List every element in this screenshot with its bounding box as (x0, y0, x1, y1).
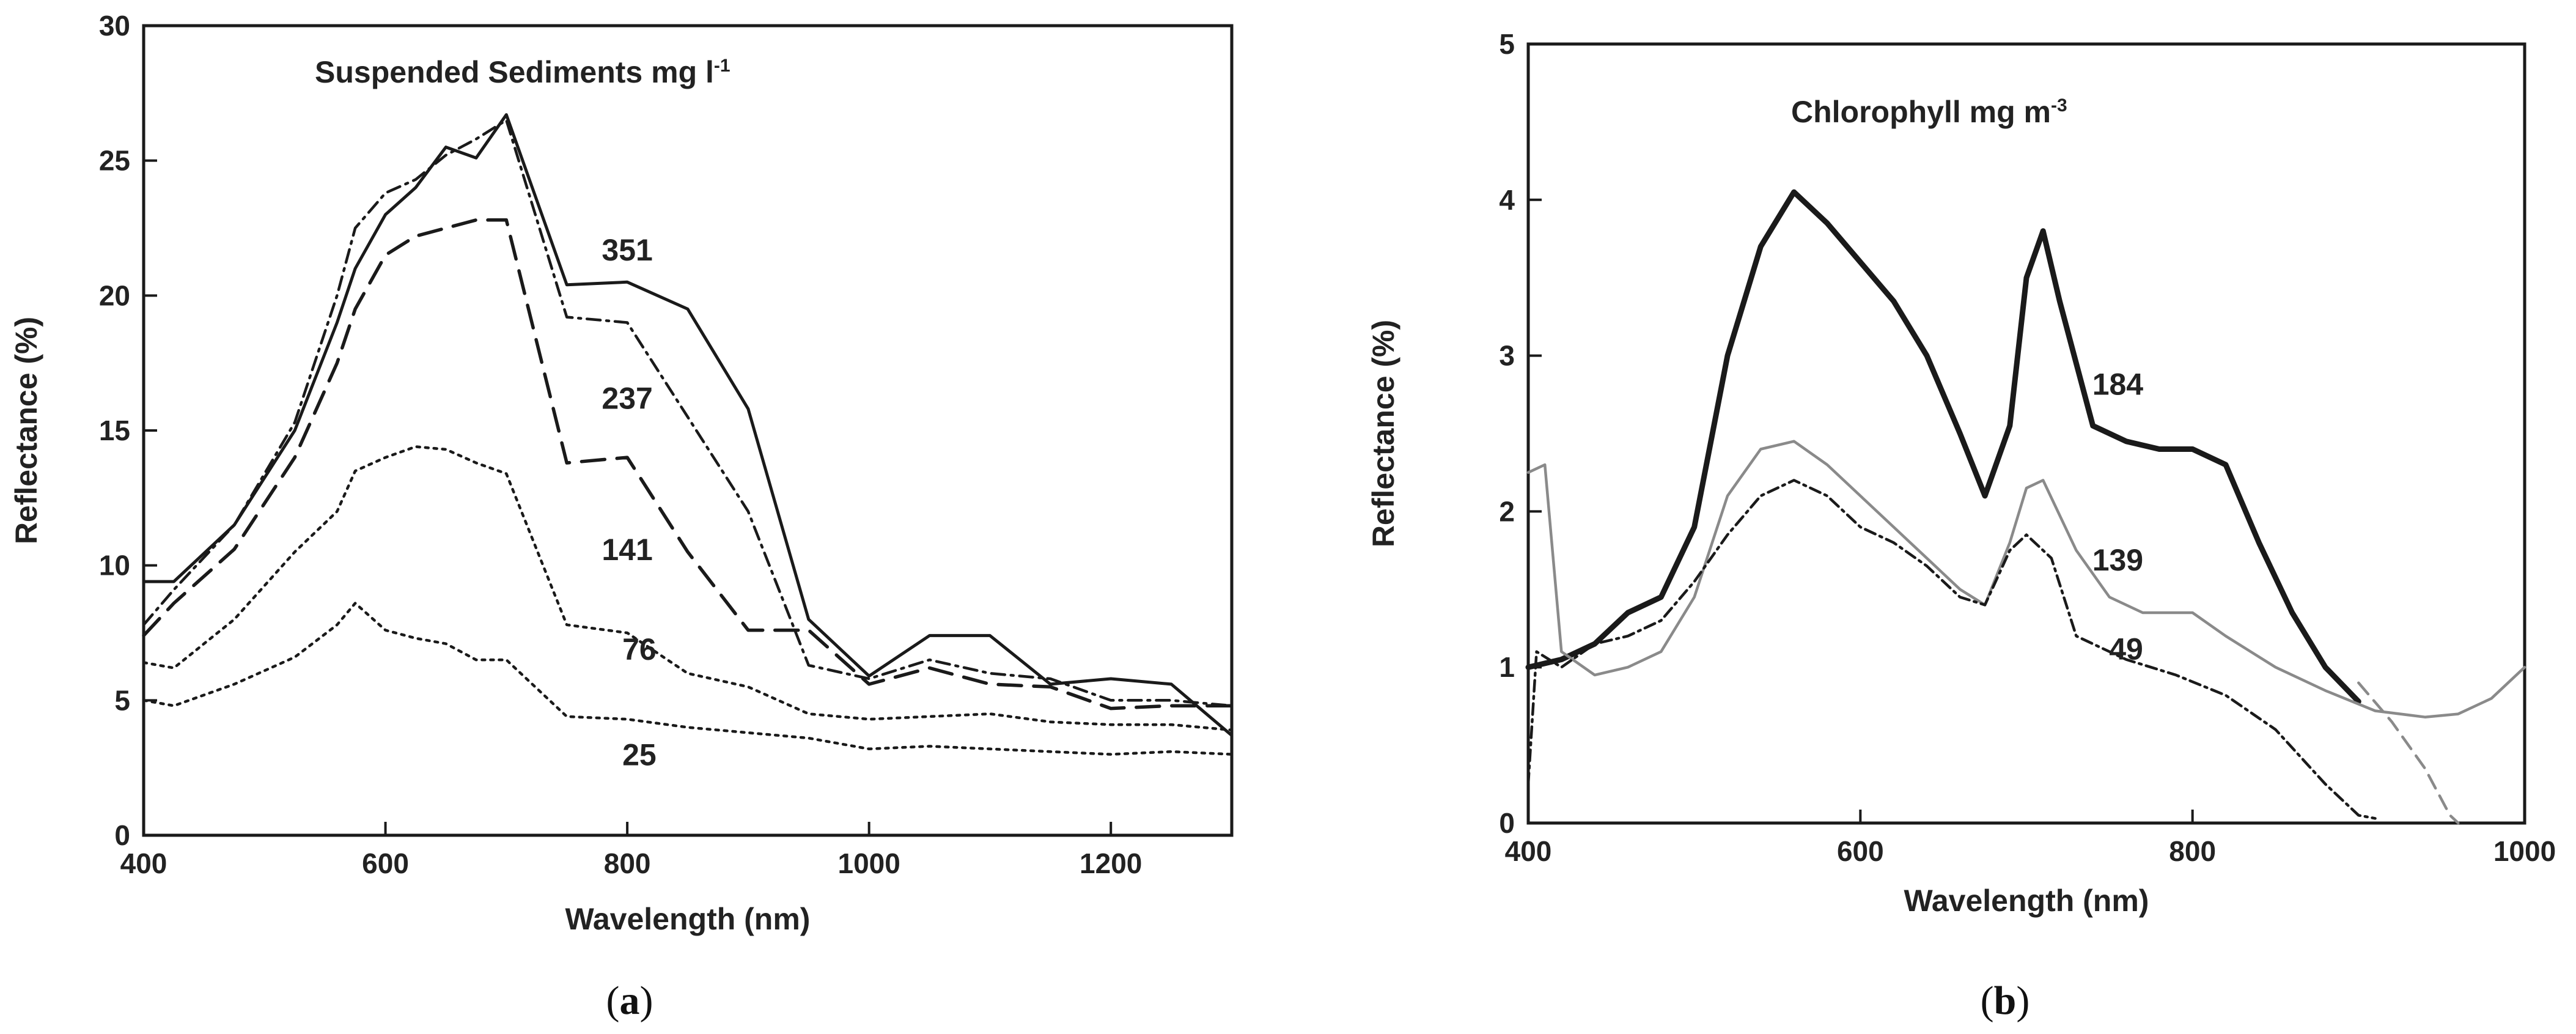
y-axis-title-a: Reflectance (%) (9, 317, 43, 544)
plot-frame-b (1526, 42, 2526, 825)
series-line-49 (1526, 479, 2377, 820)
y-tick-label: 0 (114, 819, 130, 851)
y-tick-label: 1 (1499, 651, 1515, 683)
axis-ticks-a: 400 600 800 1000 1200 0 5 10 15 20 25 30 (99, 10, 1143, 879)
series-label: 184 (2092, 367, 2144, 401)
y-tick-label: 5 (1499, 28, 1515, 60)
series-label: 139 (2092, 543, 2143, 577)
y-tick-label: 25 (99, 145, 130, 177)
y-axis-title-b: Reflectance (%) (1366, 320, 1400, 547)
x-tick-label: 1000 (837, 848, 900, 879)
series-label: 76 (622, 632, 657, 667)
series-line-184 (1525, 189, 2361, 704)
series-label: 351 (602, 233, 652, 267)
x-tick-label: 800 (2169, 835, 2216, 867)
series-line-extension (2357, 681, 2460, 825)
y-tick-label: 30 (99, 10, 130, 42)
x-tick-label: 1200 (1080, 848, 1142, 879)
chart-title-a: Suspended Sediments mg l-1 (315, 55, 730, 89)
y-tick-label: 20 (99, 279, 130, 311)
y-tick-label: 10 (99, 550, 130, 582)
y-tick-label: 15 (99, 415, 130, 446)
y-tick-label: 3 (1499, 340, 1515, 372)
series-label: 25 (622, 737, 657, 772)
series-labels-b: 184 139 49 (2092, 367, 2144, 666)
series-label: 141 (602, 533, 652, 567)
x-tick-label: 1000 (2493, 835, 2556, 867)
x-tick-label: 600 (1837, 835, 1884, 867)
x-tick-label: 600 (362, 848, 409, 879)
chart-panel-a: 400 600 800 1000 1200 0 5 10 15 20 25 30 351 237 141 7… (9, 10, 1234, 1023)
y-tick-label: 5 (114, 684, 130, 716)
series-line-237 (142, 119, 1234, 707)
series-line-141 (142, 218, 1234, 711)
chart-title-b: Chlorophyll mg m-3 (1791, 95, 2067, 129)
panel-caption-b: (b) (1981, 978, 2030, 1023)
axis-ticks-b: 400 600 800 1000 0 1 2 3 4 5 (1499, 28, 2556, 867)
series-group-b (1525, 189, 2526, 825)
y-tick-label: 2 (1499, 495, 1515, 527)
series-labels-a: 351 237 141 76 25 (602, 233, 656, 772)
series-label: 49 (2109, 632, 2143, 666)
panel-caption-a: (a) (606, 978, 653, 1023)
series-group-a (142, 113, 1234, 756)
y-tick-label: 0 (1499, 807, 1515, 839)
series-label: 237 (602, 382, 652, 416)
x-tick-label: 800 (604, 848, 651, 879)
x-axis-title-a: Wavelength (nm) (565, 902, 811, 936)
x-axis-title-b: Wavelength (nm) (1904, 884, 2149, 918)
y-tick-label: 4 (1499, 184, 1515, 216)
series-line-76 (142, 445, 1234, 732)
series-line-25 (142, 602, 1234, 756)
x-tick-label: 400 (120, 848, 167, 879)
chart-panel-b: 400 600 800 1000 0 1 2 3 4 5 184 139 49 Chlorophyll… (1366, 28, 2556, 1023)
x-tick-label: 400 (1505, 835, 1552, 867)
series-line-351 (142, 113, 1234, 737)
